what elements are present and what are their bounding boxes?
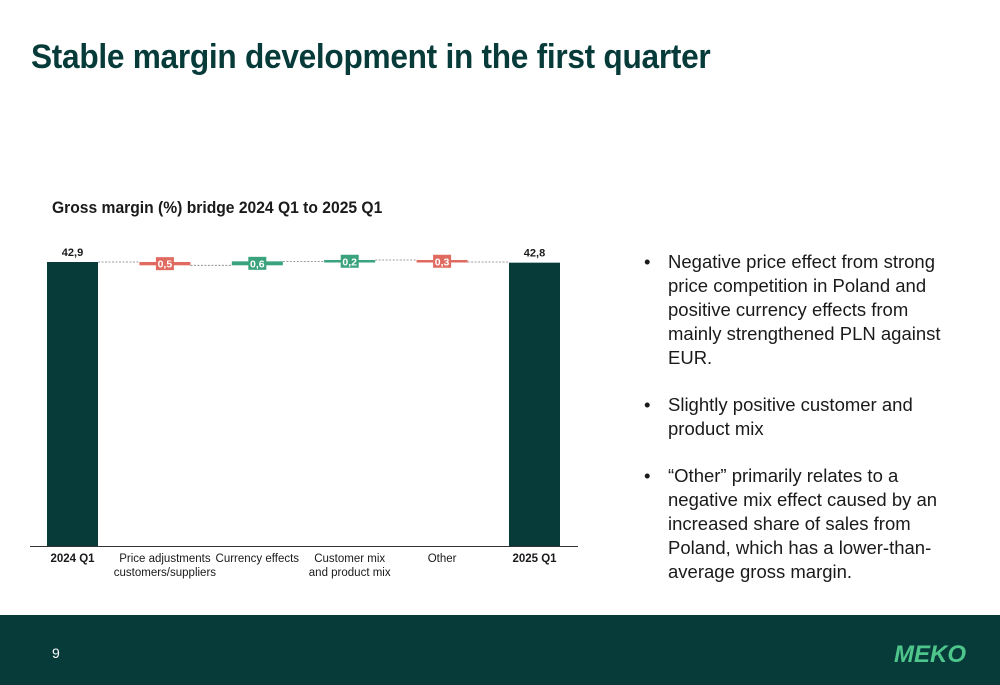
bullet-text: Slightly positive customer and product m… <box>668 394 913 439</box>
category-label: Other <box>428 553 457 565</box>
category-label: 2025 Q1 <box>512 553 557 565</box>
meko-logo: MEKO <box>894 641 966 668</box>
data-label: 0,6 <box>250 258 265 270</box>
category-label: Price adjustments <box>119 553 211 565</box>
bullet-list: • Negative price effect from strong price… <box>642 250 962 607</box>
category-label: Customer mix <box>314 553 385 565</box>
data-label-bg <box>155 257 174 271</box>
data-label-bg <box>248 256 267 270</box>
bar-total <box>47 262 98 546</box>
category-label: customers/suppliers <box>114 567 217 579</box>
footer-bar: 9 MEKO <box>0 615 1000 685</box>
category-label: 2024 Q1 <box>50 553 95 565</box>
category-label: Currency effects <box>216 553 300 565</box>
bullet-text: “Other” primarily relates to a negative … <box>668 465 938 582</box>
data-label: 0,2 <box>342 256 357 268</box>
data-label-bg <box>340 254 359 268</box>
bullet-item: • Negative price effect from strong price… <box>644 251 941 368</box>
bullet-item: • “Other” primarily relates to a negative… <box>644 465 938 582</box>
page-number: 9 <box>52 645 60 661</box>
data-label: 42,9 <box>62 247 83 259</box>
data-label: 42,8 <box>524 248 545 260</box>
waterfall-chart: 42,9 0,5 0,6 0,2 0,3 42,8 2024 Q1 Price adjustm… <box>30 247 578 579</box>
bar-total <box>509 262 560 546</box>
data-label: 0,5 <box>158 259 173 271</box>
data-label-bg <box>433 254 452 268</box>
page-title: Stable margin development in the first q… <box>31 38 711 76</box>
category-label: and product mix <box>309 567 391 579</box>
bullet-item: • Slightly positive customer and product … <box>644 394 913 439</box>
chart-title: Gross margin (%) bridge 2024 Q1 to 2025 … <box>52 198 383 217</box>
bullet-text: Negative price effect from strong price … <box>668 251 941 368</box>
data-label: 0,3 <box>435 256 450 268</box>
